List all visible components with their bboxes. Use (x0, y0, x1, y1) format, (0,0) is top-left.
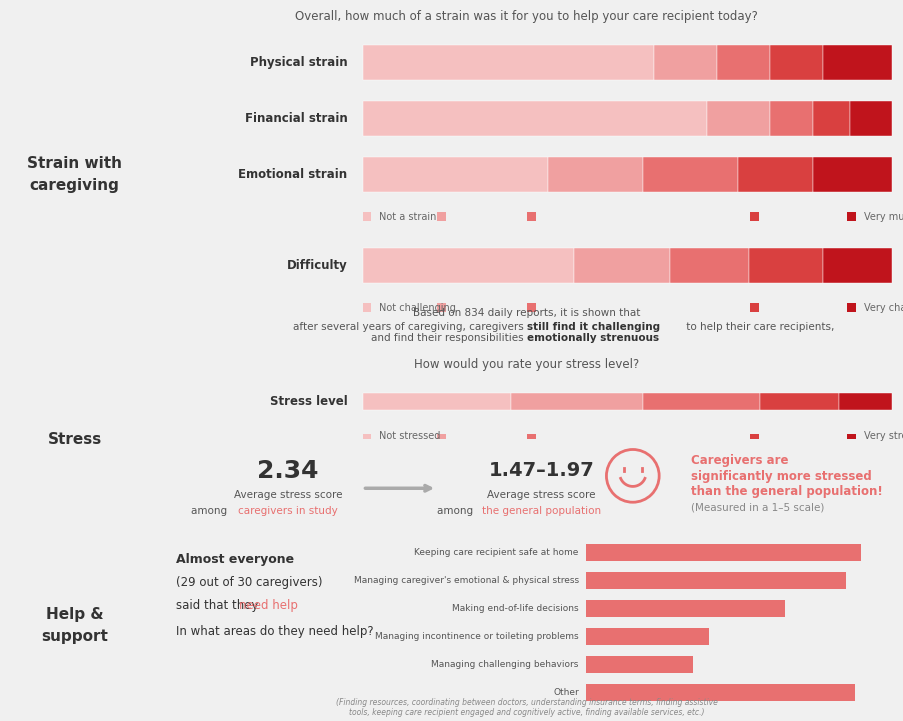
FancyBboxPatch shape (849, 102, 891, 136)
FancyBboxPatch shape (653, 45, 716, 81)
Text: Managing incontinence or toileting problems: Managing incontinence or toileting probl… (375, 632, 578, 641)
FancyBboxPatch shape (823, 248, 891, 283)
FancyBboxPatch shape (749, 304, 759, 312)
FancyBboxPatch shape (769, 45, 823, 81)
Text: Average stress score: Average stress score (233, 490, 342, 500)
Text: caregivers in study: caregivers in study (237, 505, 338, 516)
Text: Average stress score: Average stress score (487, 490, 595, 500)
FancyBboxPatch shape (749, 434, 759, 438)
FancyBboxPatch shape (642, 393, 759, 410)
Text: among: among (437, 505, 476, 516)
Text: Managing challenging behaviors: Managing challenging behaviors (431, 660, 578, 669)
Text: to help their care recipients,: to help their care recipients, (683, 322, 833, 332)
FancyBboxPatch shape (749, 213, 759, 221)
FancyBboxPatch shape (586, 628, 708, 645)
Text: Very stressed: Very stressed (862, 431, 903, 441)
FancyBboxPatch shape (362, 157, 547, 193)
Text: Stress: Stress (47, 433, 102, 447)
Text: Physical strain: Physical strain (250, 56, 347, 69)
FancyBboxPatch shape (437, 213, 445, 221)
Text: 2.34: 2.34 (256, 459, 319, 483)
Text: Emotional strain: Emotional strain (238, 168, 347, 182)
FancyBboxPatch shape (547, 157, 642, 193)
FancyBboxPatch shape (510, 393, 642, 410)
FancyBboxPatch shape (846, 213, 855, 221)
Text: 1.47–1.97: 1.47–1.97 (489, 461, 593, 480)
Text: Help &
support: Help & support (42, 607, 107, 644)
Text: (Finding resources, coordinating between doctors, understanding insurance terms,: (Finding resources, coordinating between… (335, 698, 717, 717)
FancyBboxPatch shape (526, 213, 535, 221)
FancyBboxPatch shape (586, 544, 861, 562)
FancyBboxPatch shape (586, 600, 784, 617)
Text: among: among (191, 505, 230, 516)
FancyBboxPatch shape (838, 393, 891, 410)
Text: Stress level: Stress level (269, 395, 347, 408)
Text: emotionally strenuous: emotionally strenuous (526, 332, 658, 342)
Text: significantly more stressed: significantly more stressed (690, 469, 870, 482)
FancyBboxPatch shape (716, 45, 769, 81)
FancyBboxPatch shape (823, 45, 891, 81)
Text: Very challenging: Very challenging (862, 303, 903, 313)
Text: Very much a strain: Very much a strain (862, 212, 903, 222)
Text: Difficulty: Difficulty (286, 260, 347, 273)
Text: How would you rate your stress level?: How would you rate your stress level? (414, 358, 638, 371)
Text: Other: Other (553, 688, 578, 696)
Text: the general population: the general population (481, 505, 600, 516)
Text: Making end-of-life decisions: Making end-of-life decisions (452, 604, 578, 613)
Text: (29 out of 30 caregivers): (29 out of 30 caregivers) (176, 576, 322, 589)
Text: said that they: said that they (176, 598, 262, 611)
FancyBboxPatch shape (526, 434, 535, 438)
FancyBboxPatch shape (769, 102, 812, 136)
FancyBboxPatch shape (706, 102, 769, 136)
FancyBboxPatch shape (586, 656, 693, 673)
FancyBboxPatch shape (362, 393, 510, 410)
Text: and find their responsibilities: and find their responsibilities (370, 332, 526, 342)
Text: Not challenging: Not challenging (378, 303, 455, 313)
FancyBboxPatch shape (362, 45, 653, 81)
Text: after several years of caregiving, caregivers: after several years of caregiving, careg… (285, 336, 526, 346)
FancyBboxPatch shape (362, 102, 706, 136)
Text: after several years of caregiving, caregivers: after several years of caregiving, careg… (293, 322, 526, 332)
Text: Overall, how much of a strain was it for you to help your care recipient today?: Overall, how much of a strain was it for… (294, 11, 758, 24)
FancyBboxPatch shape (437, 434, 445, 438)
FancyBboxPatch shape (362, 248, 573, 283)
FancyBboxPatch shape (586, 572, 845, 589)
FancyBboxPatch shape (759, 393, 838, 410)
FancyBboxPatch shape (812, 102, 849, 136)
Text: Based on 834 daily reports, it is shown that: Based on 834 daily reports, it is shown … (413, 308, 639, 318)
FancyBboxPatch shape (362, 434, 371, 438)
FancyBboxPatch shape (738, 157, 812, 193)
Text: In what areas do they need help?: In what areas do they need help? (176, 625, 373, 639)
FancyBboxPatch shape (573, 248, 669, 283)
FancyBboxPatch shape (642, 157, 738, 193)
Text: Managing caregiver's emotional & physical stress: Managing caregiver's emotional & physica… (353, 576, 578, 585)
FancyBboxPatch shape (362, 304, 371, 312)
FancyBboxPatch shape (437, 304, 445, 312)
FancyBboxPatch shape (526, 304, 535, 312)
Text: need help: need help (239, 598, 298, 611)
FancyBboxPatch shape (846, 434, 855, 438)
FancyBboxPatch shape (812, 157, 891, 193)
Text: Strain with
caregiving: Strain with caregiving (27, 156, 122, 193)
FancyBboxPatch shape (586, 684, 854, 701)
Text: Not a strain: Not a strain (378, 212, 436, 222)
FancyBboxPatch shape (749, 248, 823, 283)
Text: than the general population!: than the general population! (690, 485, 881, 498)
Text: Financial strain: Financial strain (245, 112, 347, 125)
FancyBboxPatch shape (846, 304, 855, 312)
Text: Almost everyone: Almost everyone (176, 553, 293, 566)
Text: (Measured in a 1–5 scale): (Measured in a 1–5 scale) (690, 503, 824, 513)
Text: Caregivers are: Caregivers are (690, 454, 787, 467)
FancyBboxPatch shape (669, 248, 749, 283)
FancyBboxPatch shape (362, 213, 371, 221)
Text: Not stressed: Not stressed (378, 431, 440, 441)
Text: Keeping care recipient safe at home: Keeping care recipient safe at home (414, 549, 578, 557)
Text: still find it challenging: still find it challenging (526, 322, 659, 332)
